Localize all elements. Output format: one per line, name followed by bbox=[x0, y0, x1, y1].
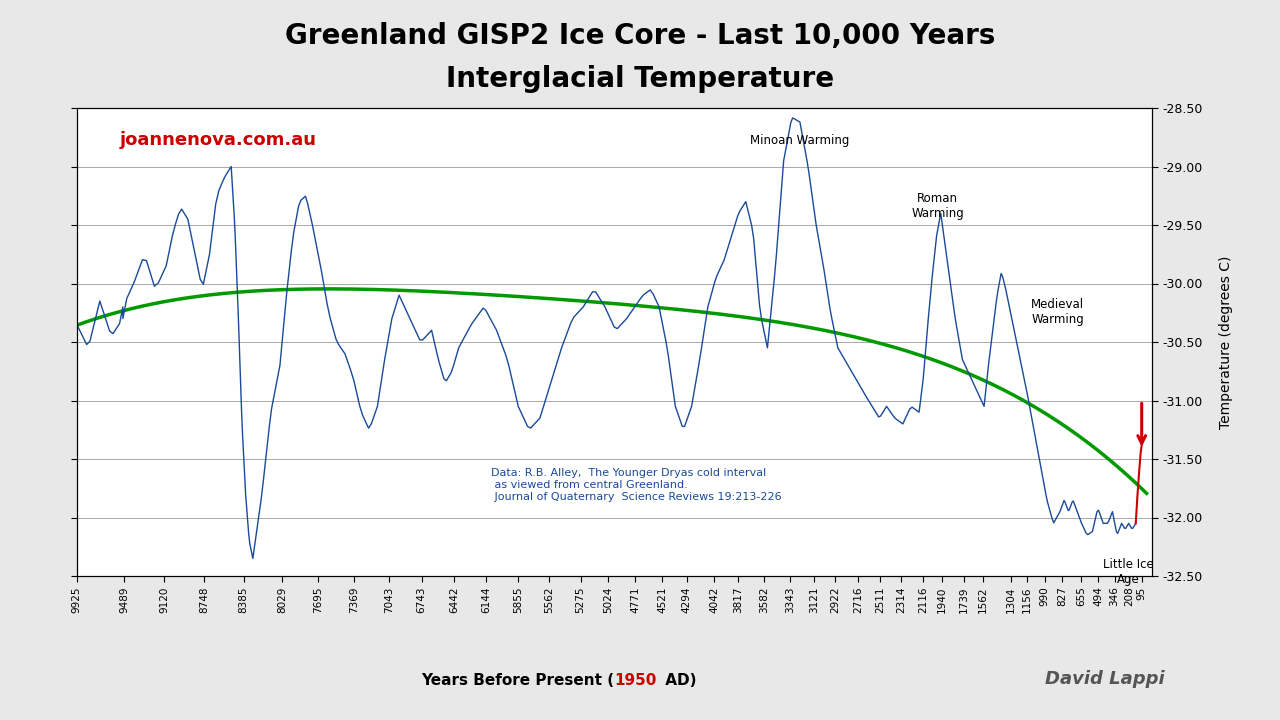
Text: Greenland GISP2 Ice Core - Last 10,000 Years: Greenland GISP2 Ice Core - Last 10,000 Y… bbox=[285, 22, 995, 50]
Text: Little Ice
Age: Little Ice Age bbox=[1103, 559, 1155, 587]
Y-axis label: Temperature (degrees C): Temperature (degrees C) bbox=[1220, 256, 1234, 428]
Text: Interglacial Temperature: Interglacial Temperature bbox=[445, 65, 835, 93]
Text: Medieval
Warming: Medieval Warming bbox=[1032, 297, 1084, 325]
Text: Minoan Warming: Minoan Warming bbox=[750, 134, 850, 147]
Text: AD): AD) bbox=[660, 672, 698, 688]
Text: Years Before Present (: Years Before Present ( bbox=[421, 672, 614, 688]
Text: 1950: 1950 bbox=[614, 672, 657, 688]
Text: Data: R.B. Alley,  The Younger Dryas cold interval
 as viewed from central Green: Data: R.B. Alley, The Younger Dryas cold… bbox=[490, 468, 781, 502]
Text: joannenova.com.au: joannenova.com.au bbox=[120, 131, 317, 149]
Text: David Lappi: David Lappi bbox=[1046, 670, 1165, 688]
Text: Roman
Warming: Roman Warming bbox=[911, 192, 964, 220]
